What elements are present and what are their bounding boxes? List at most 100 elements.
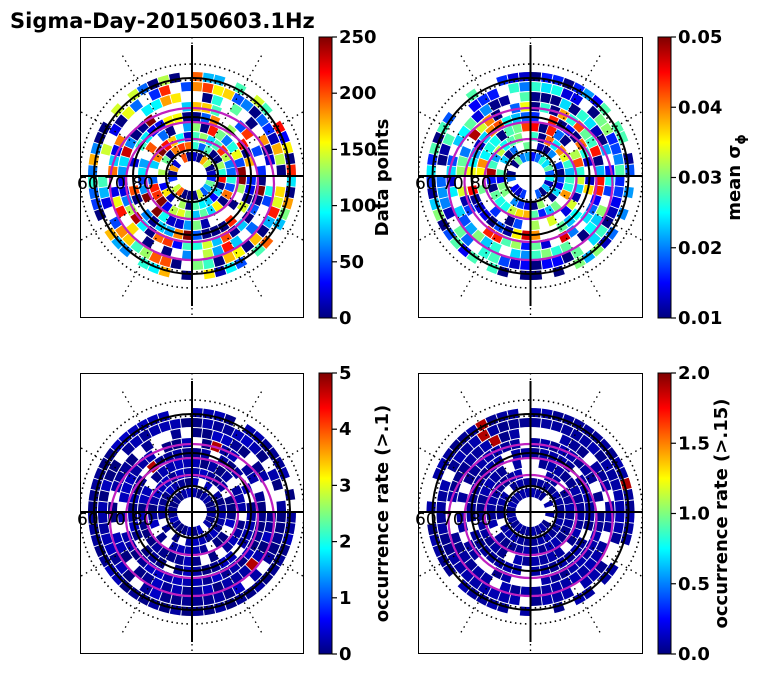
heatmap-cell [98,512,108,524]
heatmap-cell [248,568,263,582]
heatmap-cell [439,479,451,492]
heatmap-cell [545,461,557,473]
heatmap-cell [181,586,192,596]
heatmap-cell [235,554,248,568]
heatmap-cell [171,495,182,505]
colorbar-tick-label: 0 [339,308,352,329]
heatmap-cell [613,153,624,165]
heatmap-cell [115,560,129,575]
heatmap-cell [205,179,216,188]
heatmap-cell [598,571,612,585]
heatmap-cell [165,461,177,474]
heatmap-cell [489,205,502,218]
heatmap-cell [597,102,612,117]
heatmap-cell [534,488,543,499]
heatmap-cell [449,439,463,453]
heatmap-cell [463,453,477,467]
heatmap-cell [130,240,144,254]
heatmap-cell [248,441,262,456]
heatmap-cell [182,458,192,468]
colorbar-tick-label: 0.03 [678,168,722,189]
heatmap-cell [580,547,593,560]
heatmap-cell [202,82,214,94]
heatmap-cell [540,82,553,94]
heatmap-cell [493,145,506,157]
heatmap-cell [585,135,598,149]
heatmap-cell [159,255,172,268]
heatmap-cell [538,491,548,502]
colorbar-tick-label: 100 [339,196,377,217]
heatmap-cell [531,596,542,606]
heatmap-cell [168,516,180,524]
colorbar: 0 1 2 3 4 5 occurrence rate (>.1) [318,363,393,665]
heatmap-cell [486,424,500,437]
heatmap-cell [231,428,245,442]
heatmap-cell [175,186,185,197]
heatmap-cell [241,547,255,560]
heatmap-cell [570,92,584,106]
heatmap-cell [241,127,254,141]
heatmap-cell [508,258,521,270]
heatmap-cell [543,471,555,483]
ring-label: 70 [104,510,126,530]
heatmap-cell [245,116,259,130]
heatmap-cell [563,182,574,193]
axes-frame [80,373,304,654]
heatmap-cell [458,550,471,564]
heatmap-cell [175,522,185,533]
heatmap-cell [509,495,520,505]
heatmap-cell [598,235,612,249]
heatmap-cell [202,584,214,596]
heatmap-cell [230,571,244,585]
heatmap-cell [129,435,144,449]
heatmap-cell [246,471,259,485]
heatmap-cell [241,463,254,477]
heatmap-cell [261,122,275,136]
heatmap-cell [519,418,530,428]
heatmap-cell [550,84,563,97]
heatmap-cell [506,170,516,176]
heatmap-cell [170,92,182,104]
heatmap-cell [259,438,273,453]
heatmap-cell [589,145,602,157]
heatmap-cell [141,235,155,249]
heatmap-cell [121,146,133,158]
heatmap-cell [212,245,225,257]
heatmap-cell [589,430,604,445]
heatmap-cell [144,225,157,239]
heatmap-cell [487,183,499,193]
heatmap-cell [150,471,163,484]
heatmap-cell [171,159,182,169]
heatmap-cell [148,176,158,185]
heatmap-cell [168,176,178,183]
heatmap-cell [482,225,496,239]
heatmap-cell [520,260,531,270]
heatmap-cell [155,145,167,157]
heatmap-cell [234,157,246,168]
heatmap-cell [229,439,243,453]
heatmap-cell [460,442,474,456]
heatmap-cell [576,229,590,243]
heatmap-cell [614,164,625,176]
ring-label: 70 [104,174,126,194]
heatmap-cell [276,512,286,523]
heatmap-cell [540,92,552,104]
heatmap-cell [137,167,148,176]
heatmap-cell [594,224,608,238]
heatmap-cell [205,135,216,147]
heatmap-cell [144,561,157,575]
heatmap-cell [606,206,619,219]
heatmap-cell [148,159,160,170]
heatmap-cell [145,141,158,154]
heatmap-cell [508,82,520,94]
heatmap-cell [471,229,485,243]
heatmap-cell [600,122,614,136]
heatmap-cell [118,431,133,445]
heatmap-cell [203,594,215,606]
heatmap-cell [202,495,213,505]
heatmap-cell [98,490,110,502]
heatmap-cell [594,165,605,176]
heatmap-cell [220,434,234,447]
heatmap-cell [195,488,204,499]
heatmap-cell [531,260,542,270]
